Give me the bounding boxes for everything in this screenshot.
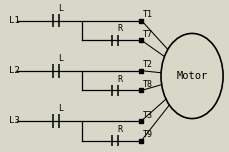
Text: L2: L2 [9, 66, 20, 75]
Text: Motor: Motor [176, 71, 207, 81]
Text: T9: T9 [143, 130, 153, 139]
Text: L3: L3 [9, 116, 20, 125]
Text: T7: T7 [143, 30, 153, 39]
Text: L: L [58, 4, 63, 13]
Text: T8: T8 [143, 80, 153, 89]
Text: L: L [58, 54, 63, 63]
Text: R: R [117, 75, 122, 84]
Text: T1: T1 [143, 10, 153, 19]
Text: L1: L1 [9, 16, 20, 25]
Text: R: R [117, 125, 122, 134]
Ellipse shape [160, 33, 222, 119]
Text: T2: T2 [143, 60, 153, 69]
Text: T3: T3 [143, 111, 153, 120]
Text: R: R [117, 24, 122, 33]
Text: L: L [58, 104, 63, 113]
